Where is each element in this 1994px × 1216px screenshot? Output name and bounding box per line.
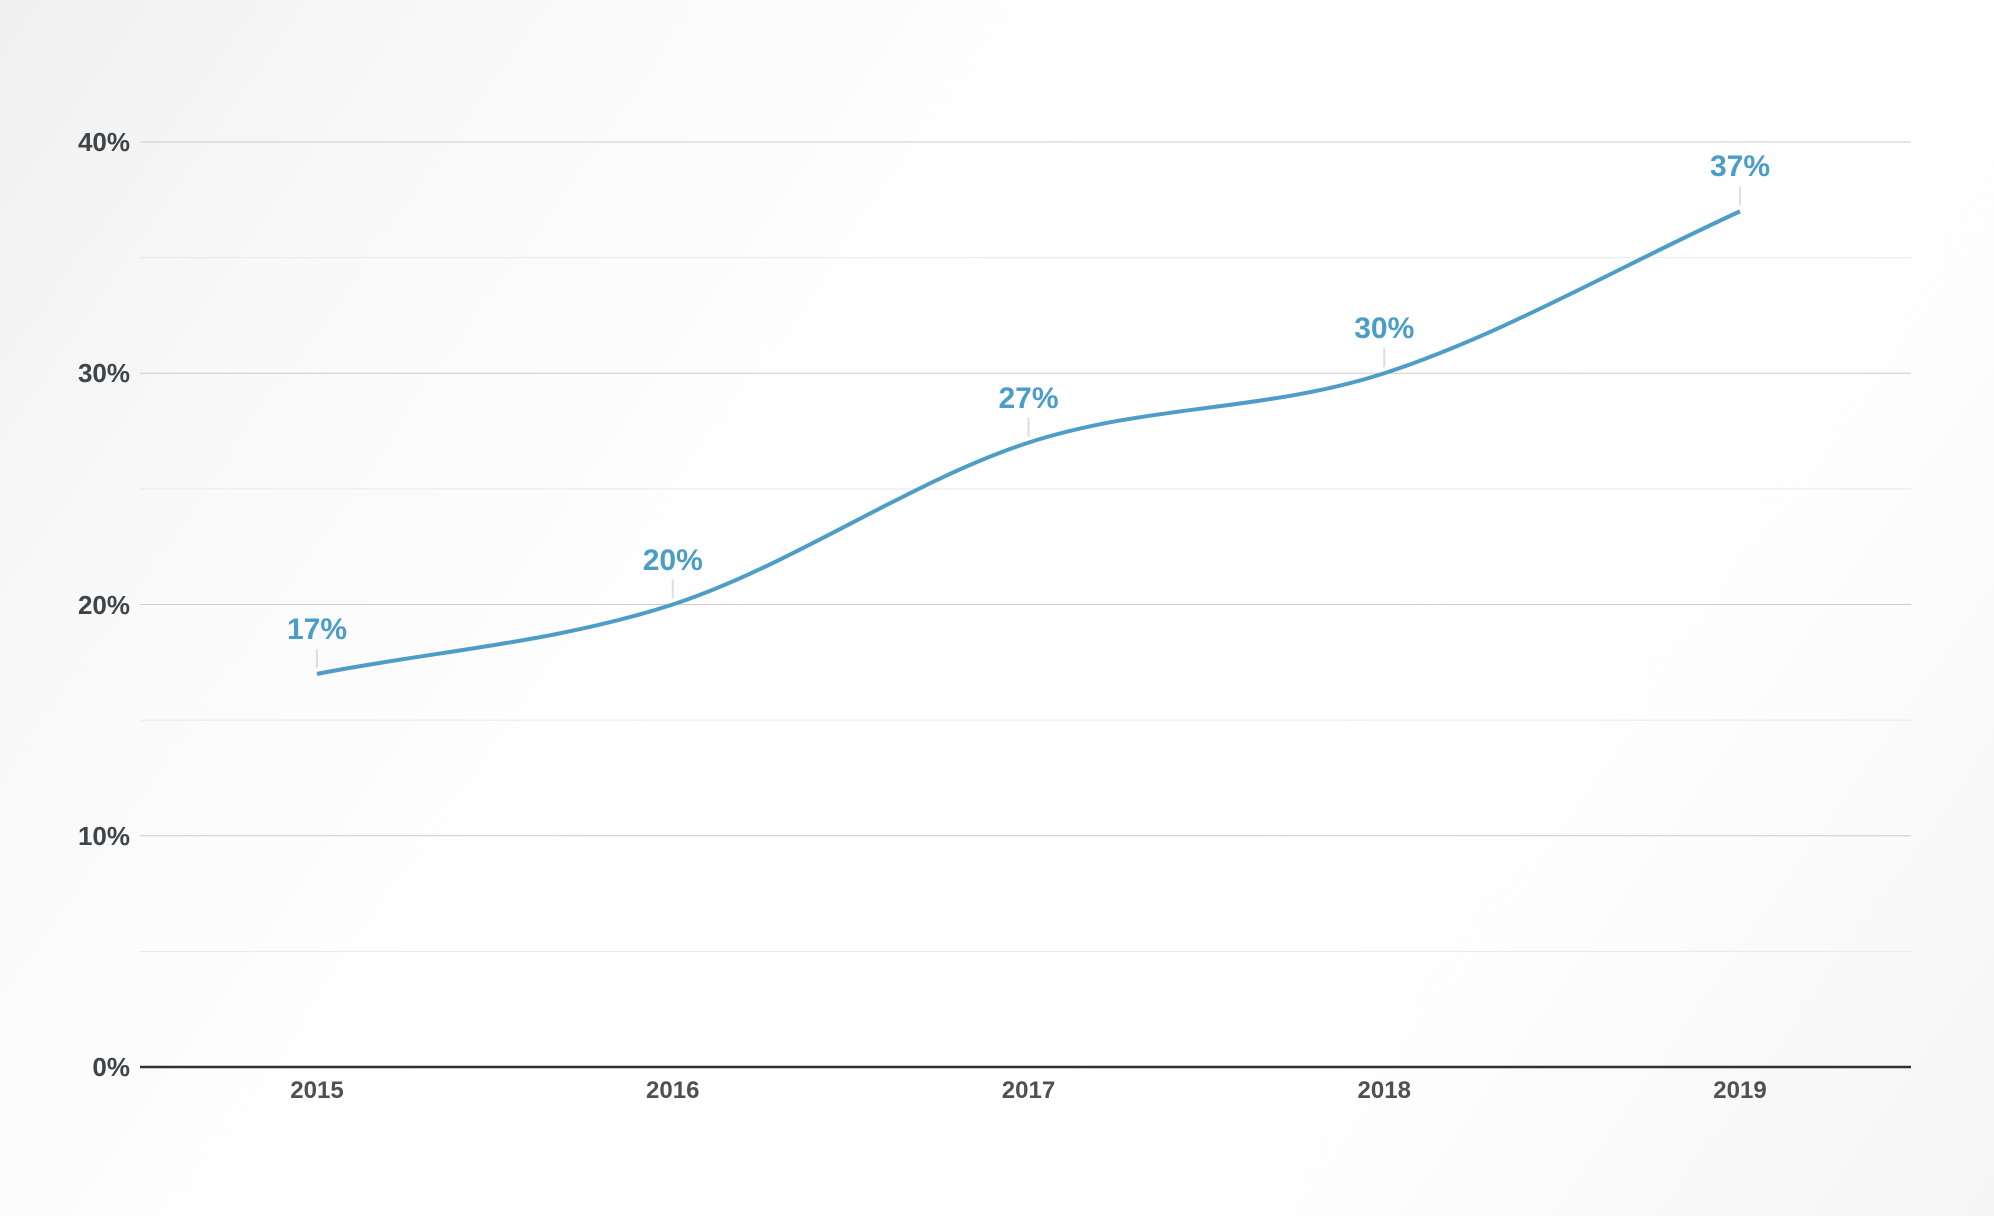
series-line — [316, 209, 1741, 676]
y-tick-label: 0% — [92, 1052, 130, 1082]
y-tick-label: 30% — [77, 358, 130, 389]
x-tick-label: 2019 — [1713, 1077, 1767, 1104]
y-tick-label: 40% — [77, 127, 130, 157]
data-label: 37% — [1709, 150, 1771, 184]
data-label: 30% — [1354, 312, 1415, 346]
x-tick-label: 2017 — [1001, 1077, 1056, 1104]
data-label: 27% — [998, 381, 1059, 415]
data-label: 17% — [286, 612, 348, 646]
data-label: 20% — [642, 543, 703, 577]
x-tick-label: 2016 — [646, 1077, 700, 1104]
y-tick-label: 20% — [77, 589, 130, 620]
x-tick-label: 2015 — [290, 1077, 344, 1104]
x-tick-label: 2018 — [1357, 1077, 1411, 1104]
y-tick-label: 10% — [77, 820, 130, 851]
